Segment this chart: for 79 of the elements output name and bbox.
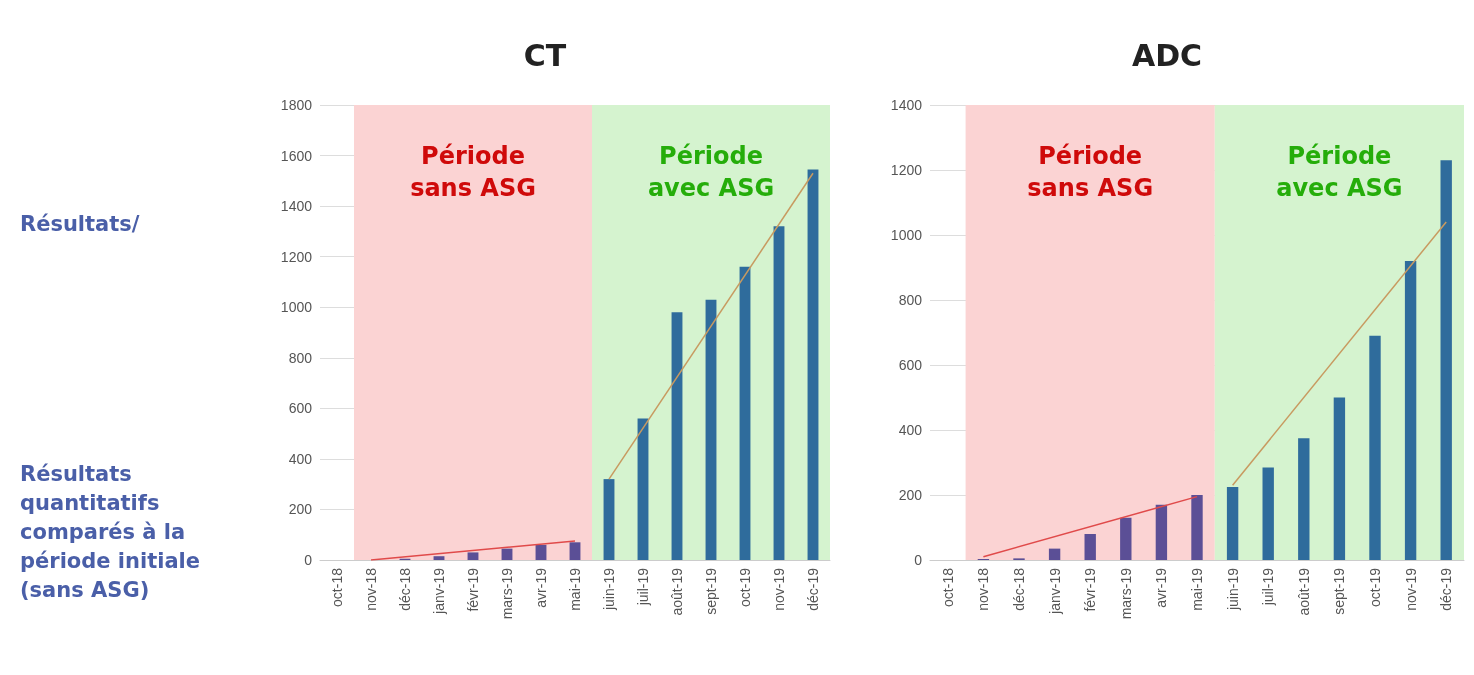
bar — [1226, 486, 1239, 560]
band-label: Période sans ASG — [1027, 142, 1154, 202]
x-tick-label: déc-18 — [397, 567, 413, 611]
y-tick-label: 800 — [288, 349, 313, 366]
y-tick-label: 1800 — [280, 97, 313, 113]
bar — [671, 312, 683, 560]
y-tick-label: 600 — [898, 357, 923, 373]
x-tick-label: nov-18 — [363, 567, 379, 611]
y-tick-label: 800 — [898, 292, 923, 308]
bar — [1084, 534, 1096, 560]
x-tick-label: avr-19 — [533, 567, 549, 608]
x-tick-label: nov-18 — [975, 567, 992, 611]
x-tick-label: mai-19 — [1189, 567, 1205, 611]
x-tick-label: déc-18 — [1011, 567, 1027, 611]
y-tick-label: 1000 — [280, 299, 313, 316]
band-label: Période sans ASG — [410, 142, 536, 202]
x-tick-label: sept-19 — [1331, 567, 1348, 615]
bar — [1333, 397, 1346, 560]
bar — [807, 169, 819, 560]
x-tick-label: oct-19 — [1367, 567, 1383, 607]
x-tick-label: avr-19 — [1153, 567, 1170, 608]
x-tick-label: juil-19 — [1260, 567, 1277, 607]
x-tick-label: janv-19 — [1046, 567, 1063, 615]
x-tick-label: déc-19 — [805, 567, 821, 611]
x-tick-label: nov-19 — [1402, 567, 1419, 611]
chart-title: ADC — [1131, 37, 1203, 73]
bar — [1404, 261, 1417, 560]
y-tick-label: 1400 — [890, 97, 923, 113]
bar — [603, 479, 615, 560]
y-tick-label: 0 — [914, 552, 923, 568]
y-tick-label: 200 — [288, 501, 313, 518]
bar — [467, 552, 479, 560]
x-tick-label: févr-19 — [465, 567, 481, 612]
y-tick-label: 600 — [288, 400, 313, 417]
x-tick-label: oct-18 — [329, 567, 345, 607]
x-tick-label: nov-19 — [771, 567, 787, 611]
text: Résultats quantitatifs comparés à la période initiale (sans ASG) — [20, 461, 202, 604]
bar — [535, 544, 547, 560]
bar — [637, 418, 649, 560]
y-tick-label: 400 — [898, 422, 923, 438]
chart-title: CT — [523, 37, 567, 73]
bar — [1191, 495, 1203, 560]
x-tick-label: août-19 — [1295, 567, 1312, 616]
x-tick-label: sept-19 — [703, 567, 719, 615]
bar — [1369, 335, 1381, 560]
y-tick-label: 1000 — [890, 227, 923, 243]
y-tick-label: 400 — [288, 450, 313, 467]
bar — [1440, 160, 1452, 560]
band-label: Période avec ASG — [1276, 142, 1403, 202]
y-tick-label: 1200 — [890, 162, 923, 178]
bar — [739, 266, 751, 560]
bar — [705, 299, 717, 560]
bar — [569, 542, 581, 560]
bar — [1048, 548, 1061, 560]
x-tick-label: oct-18 — [939, 567, 956, 607]
x-tick-label: janv-19 — [431, 567, 447, 615]
x-tick-label: août-19 — [669, 567, 685, 616]
x-tick-label: mars-19 — [1117, 567, 1134, 620]
y-tick-label: 1600 — [280, 147, 313, 164]
x-tick-label: févr-19 — [1082, 567, 1099, 612]
x-tick-label: juin-19 — [1224, 567, 1241, 612]
x-tick-label: déc-19 — [1438, 567, 1455, 611]
text: Résultats/ — [20, 211, 141, 238]
bar — [1298, 438, 1310, 560]
bar — [1262, 467, 1274, 560]
x-tick-label: mars-19 — [499, 567, 515, 620]
y-tick-label: 1200 — [280, 248, 313, 265]
bar — [773, 226, 785, 560]
x-tick-label: oct-19 — [737, 567, 753, 607]
bar — [1155, 504, 1168, 560]
band-label: Période avec ASG — [647, 142, 775, 202]
y-tick-label: 1400 — [280, 198, 313, 215]
x-tick-label: juil-19 — [635, 567, 651, 607]
y-tick-label: 0 — [304, 552, 313, 568]
y-tick-label: 200 — [898, 487, 923, 503]
bar — [1120, 517, 1132, 560]
x-tick-label: juin-19 — [601, 567, 617, 612]
x-tick-label: mai-19 — [567, 567, 583, 611]
bar — [433, 556, 445, 560]
